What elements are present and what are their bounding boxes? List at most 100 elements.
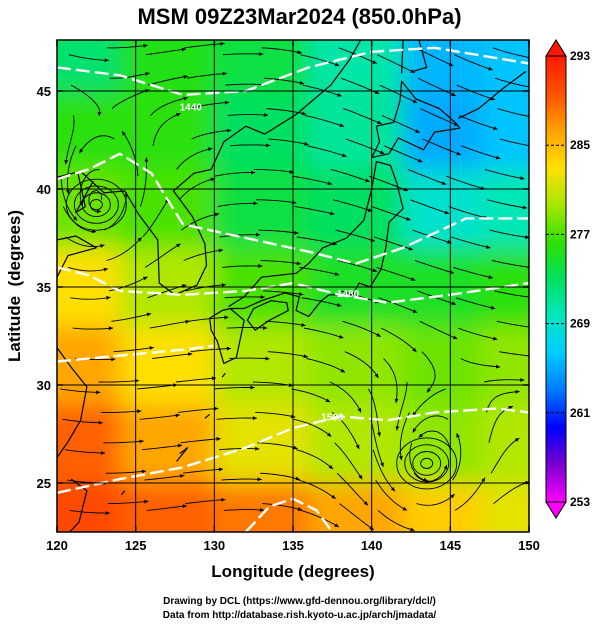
streamline-arrow — [111, 357, 116, 362]
streamline — [383, 358, 398, 404]
streamline-arrow — [357, 407, 361, 413]
streamline-arrow — [486, 245, 491, 249]
streamline — [145, 48, 186, 56]
streamline-arrow — [331, 494, 336, 499]
streamline-arrow — [72, 216, 78, 221]
streamline — [255, 411, 296, 418]
streamline — [175, 377, 216, 383]
contour-label: 1480 — [337, 289, 360, 300]
streamline — [335, 229, 375, 242]
streamline — [298, 479, 336, 500]
streamline — [253, 168, 294, 173]
streamline — [222, 53, 264, 56]
coastlines — [57, 40, 527, 532]
temperature-cell — [214, 326, 309, 405]
streamline — [292, 175, 333, 185]
coastline-segment — [228, 160, 404, 317]
temperature-cell — [403, 169, 482, 248]
streamline — [265, 320, 306, 327]
streamline-arrow — [410, 277, 416, 281]
streamline-arrow — [339, 123, 345, 128]
streamline-arrow — [180, 473, 185, 478]
streamline-arrow — [96, 209, 102, 214]
temperature-cell — [214, 404, 309, 483]
x-tick-label: 140 — [361, 538, 383, 553]
streamline — [414, 260, 455, 274]
streamline-arrow — [325, 398, 331, 403]
streamline-arrow — [218, 248, 223, 253]
streamline — [68, 54, 109, 61]
streamline-arrow — [372, 60, 377, 64]
streamline-arrow — [210, 177, 215, 182]
temperature-cell — [403, 326, 482, 405]
streamline-arrow — [398, 455, 403, 461]
streamline — [416, 493, 455, 506]
temperature-cell — [308, 482, 404, 532]
temperature-cell — [57, 482, 120, 532]
streamline-arrow — [522, 205, 528, 210]
temperature-cell — [57, 90, 120, 170]
streamline — [268, 138, 309, 146]
streamline — [225, 83, 266, 86]
streamline — [185, 499, 226, 505]
streamline — [381, 115, 420, 134]
streamline-arrow — [97, 111, 102, 117]
streamline — [78, 135, 115, 154]
contour-label: 1500 — [321, 412, 344, 423]
temperature-cell — [57, 404, 120, 483]
y-tick-label: 25 — [37, 476, 51, 491]
temperature-cell — [308, 326, 404, 405]
streamline — [493, 481, 529, 504]
plot-area: 1440 1480 1500 — [57, 40, 529, 532]
coastline-segment — [176, 447, 189, 462]
streamline — [499, 138, 529, 147]
streamline — [291, 388, 331, 403]
streamline-arrow — [365, 178, 370, 183]
streamline-arrow — [91, 229, 96, 234]
streamline-arrow — [329, 211, 335, 216]
temperature-cell — [119, 326, 215, 405]
streamline — [148, 75, 188, 86]
y-axis-label: Latitude (degrees) — [5, 210, 24, 362]
streamline — [496, 320, 529, 328]
streamline-arrow — [207, 147, 213, 152]
streamline-arrow — [139, 439, 144, 444]
streamline-arrow — [334, 523, 339, 527]
streamline-arrow — [493, 336, 498, 341]
streamline — [455, 297, 496, 310]
streamline-arrow — [98, 420, 103, 425]
streamline — [214, 387, 255, 390]
streamline — [419, 320, 458, 340]
coastline-segment — [457, 70, 527, 119]
streamline-arrow — [452, 335, 458, 340]
streamline-arrow — [304, 141, 309, 146]
streamline — [301, 297, 342, 307]
streamline — [486, 391, 520, 413]
streamline-arrow — [423, 477, 428, 482]
colorbar: 253 261 269 277 285 293 — [545, 39, 590, 519]
streamline — [420, 108, 459, 126]
contour-label: 1440 — [180, 103, 203, 114]
streamline — [372, 449, 396, 492]
streamline — [189, 101, 230, 110]
coastline-segment — [69, 478, 88, 532]
streamline — [412, 415, 449, 433]
streamline-arrow — [395, 426, 400, 431]
streamline — [377, 54, 415, 74]
temperature-cell — [403, 482, 482, 532]
streamline — [67, 145, 77, 195]
streamline — [450, 236, 491, 249]
streamline-arrow — [377, 120, 382, 125]
temperature-cell — [57, 40, 120, 91]
streamline — [183, 249, 223, 261]
streamline-arrow — [520, 378, 525, 382]
height-contour-line — [57, 344, 215, 363]
streamline — [150, 97, 188, 116]
streamline — [258, 229, 299, 234]
streamline-arrow — [258, 264, 263, 268]
streamline-arrow — [408, 246, 413, 251]
streamline-arrow — [224, 100, 230, 105]
streamline-arrow — [176, 113, 181, 117]
streamline-arrow — [250, 385, 255, 390]
streamline-arrow — [96, 390, 101, 395]
